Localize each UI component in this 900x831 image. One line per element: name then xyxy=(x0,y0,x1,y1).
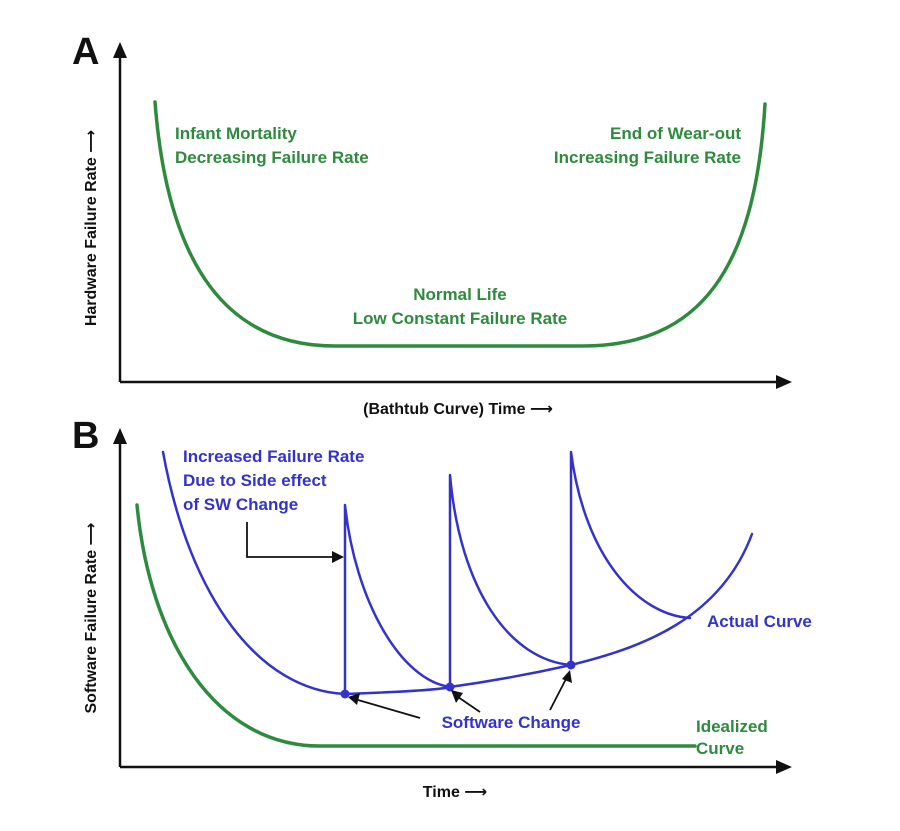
software-change-pointer-2-arrowhead xyxy=(451,690,463,703)
software-change-point-2 xyxy=(445,682,455,692)
panel-b-x-axis-arrowhead xyxy=(776,760,792,774)
panel-b-letter: B xyxy=(72,415,99,457)
actual-curve-spike-3 xyxy=(569,450,692,667)
software-change-point-3 xyxy=(566,660,576,670)
infant-mortality-label: Infant Mortality xyxy=(175,124,297,143)
software-change-pointer-1 xyxy=(357,699,421,719)
panel-a-letter: A xyxy=(72,31,99,73)
actual-curve-label: Actual Curve xyxy=(707,612,812,631)
increasing-failure-rate-label: Increasing Failure Rate xyxy=(554,148,741,167)
side-effect-label: Due to Side effect xyxy=(183,471,327,490)
panel-b-y-axis-label: Software Failure Rate ⟶ xyxy=(83,522,100,713)
increased-failure-pointer-arrowhead xyxy=(332,551,344,563)
software-change-label: Software Change xyxy=(442,713,581,732)
panel-b-y-axis-arrowhead xyxy=(113,428,127,444)
panel-a-x-axis-label: (Bathtub Curve) Time ⟶ xyxy=(363,401,553,418)
normal-life-label: Normal Life xyxy=(413,285,507,304)
actual-curve-spike-2 xyxy=(448,473,573,689)
software-change-point-1 xyxy=(340,689,350,699)
panel-a-x-axis-arrowhead xyxy=(776,375,792,389)
panel-a: A Hardware Failure Rate ⟶ (Bathtub Curve… xyxy=(72,31,792,418)
panel-b-x-axis-label: Time ⟶ xyxy=(423,784,488,801)
idealized-label: Idealized xyxy=(696,717,768,736)
software-change-pointer-3-arrowhead xyxy=(562,670,572,683)
software-change-pointer-2 xyxy=(457,696,481,713)
idealized-curve xyxy=(135,503,697,748)
increased-failure-rate-label: Increased Failure Rate xyxy=(183,447,364,466)
panel-a-y-axis-label: Hardware Failure Rate ⟶ xyxy=(83,130,100,326)
low-constant-failure-rate-label: Low Constant Failure Rate xyxy=(353,309,567,328)
idealized-curve-label: Curve xyxy=(696,739,744,758)
panel-b: B Software Failure Rate ⟶ Time ⟶ Increas… xyxy=(72,415,812,801)
actual-curve-spike-1 xyxy=(343,503,452,696)
increased-failure-pointer xyxy=(246,522,335,558)
software-change-pointer-1-arrowhead xyxy=(348,693,360,705)
software-change-pointer-3 xyxy=(549,678,567,711)
sw-change-label: of SW Change xyxy=(183,495,298,514)
end-of-wear-out-label: End of Wear-out xyxy=(610,124,741,143)
panel-a-y-axis-arrowhead xyxy=(113,42,127,58)
bathtub-curve xyxy=(153,100,767,348)
decreasing-failure-rate-label: Decreasing Failure Rate xyxy=(175,148,369,167)
